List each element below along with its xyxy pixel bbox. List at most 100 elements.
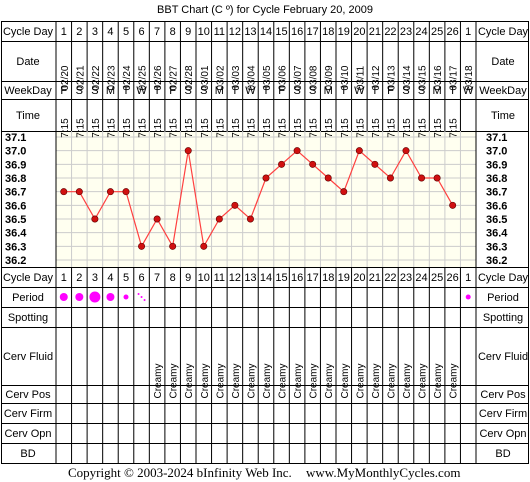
- time-cell: 7:15: [184, 118, 195, 138]
- cycle-day-cell: 13: [244, 26, 256, 38]
- y-tick-label-right: 37.0: [486, 146, 507, 158]
- date-cell: 02/24: [122, 65, 133, 90]
- cycle-day-cell: 1: [61, 272, 67, 284]
- y-tick-label-right: 36.6: [486, 200, 507, 212]
- date-cell: 03/13: [386, 65, 397, 90]
- weekday-cell: M: [433, 85, 442, 97]
- y-tick-label: 36.5: [5, 214, 26, 226]
- cycle-day-cell: 15: [275, 272, 287, 284]
- cycle-day-cell: 19: [338, 272, 350, 284]
- date-cell: 03/01: [200, 65, 211, 90]
- weekday-cell: T: [232, 85, 239, 97]
- y-tick-label-right: 36.8: [486, 173, 507, 185]
- temperature-point: [153, 215, 161, 223]
- weekday-cell: S: [76, 85, 83, 97]
- period-marker: [123, 294, 129, 300]
- cerv-fluid-cell: Creamy: [293, 363, 304, 398]
- cycle-day-cell: 14: [260, 26, 272, 38]
- cycle-day-cell: 24: [415, 26, 427, 38]
- time-cell: 7:15: [418, 118, 429, 138]
- y-tick-label: 36.2: [5, 255, 26, 267]
- cycle-day-cell: 21: [369, 26, 381, 38]
- footer-site-link[interactable]: www.MyMonthlyCycles.com: [306, 465, 460, 480]
- temperature-point: [246, 215, 254, 223]
- cycle-day-cell: 23: [400, 26, 412, 38]
- y-tick-label-right: 37.1: [486, 132, 507, 144]
- weekday-cell: T: [263, 85, 270, 97]
- row-label-period: Period: [12, 292, 44, 304]
- footer-copyright: Copyright © 2003-2024 bInfinity Web Inc.: [68, 465, 292, 480]
- temperature-point: [340, 188, 348, 196]
- time-cell: 7:15: [106, 118, 117, 138]
- date-cell: 03/14: [402, 65, 413, 90]
- row-cells: 1122334455667788991010111112121313141415…: [59, 26, 475, 399]
- period-marker: [465, 294, 471, 300]
- row-label-cerv-firm: Cerv Firm: [4, 408, 52, 420]
- cycle-day-cell: 2: [76, 272, 82, 284]
- period-marker: [75, 293, 84, 301]
- cycle-day-cell: 2: [76, 26, 82, 38]
- row-labels: Cycle Day Cycle Day Date Date WeekDay WeekDay…: [3, 26, 529, 460]
- temperature-point: [402, 147, 410, 155]
- temperature-point: [278, 160, 286, 168]
- time-cell: 7:15: [324, 118, 335, 138]
- row-label-right-weekday: WeekDay: [479, 85, 527, 97]
- weekday-cell: T: [123, 85, 130, 97]
- row-label-right-time: Time: [491, 110, 515, 122]
- date-cell: 02/28: [184, 65, 195, 90]
- cycle-day-cell: 10: [198, 272, 210, 284]
- cerv-fluid-cell: Creamy: [169, 363, 180, 398]
- temperature-point: [433, 174, 441, 182]
- time-cell: 7:15: [200, 118, 211, 138]
- time-cell: 7:15: [246, 118, 257, 138]
- weekday-cell: F: [278, 85, 285, 97]
- cerv-fluid-cell: Creamy: [200, 363, 211, 398]
- time-cell: 7:15: [386, 118, 397, 138]
- weekday-cell: S: [91, 85, 98, 97]
- row-label-right-cerv-fluid: Cerv Fluid: [478, 351, 528, 363]
- y-tick-label: 36.7: [5, 187, 26, 199]
- cerv-fluid-cell: Creamy: [153, 363, 164, 398]
- cycle-day-cell: 4: [107, 26, 113, 38]
- cycle-day-cell: 12: [229, 26, 241, 38]
- weekday-cell: F: [387, 85, 394, 97]
- date-cell: 03/10: [340, 65, 351, 90]
- cycle-day-cell: 6: [138, 272, 144, 284]
- row-label-right-cerv-opn: Cerv Opn: [479, 428, 526, 440]
- time-cell: 7:15: [433, 118, 444, 138]
- time-cell: 7:15: [449, 118, 460, 138]
- cycle-day-cell: 20: [353, 272, 365, 284]
- temperature-point: [169, 242, 177, 250]
- cerv-fluid-cell: Creamy: [418, 363, 429, 398]
- cycle-day-cell: 18: [322, 26, 334, 38]
- cycle-day-cell: 3: [92, 272, 98, 284]
- row-label-right-cycle-day: Cycle Day: [478, 272, 529, 284]
- temperature-point: [386, 174, 394, 182]
- cycle-day-cell: 26: [447, 26, 459, 38]
- cycle-day-cell: 10: [198, 26, 210, 38]
- weekday-cell: T: [372, 85, 379, 97]
- y-tick-label: 37.1: [5, 132, 26, 144]
- date-cell: 02/21: [75, 65, 86, 90]
- cycle-day-cell: 23: [400, 272, 412, 284]
- y-tick-label: 36.3: [5, 241, 26, 253]
- time-cell: 7:15: [402, 118, 413, 138]
- date-cell: 02/23: [106, 65, 117, 90]
- time-cell: 7:15: [91, 118, 102, 138]
- temperature-point: [60, 188, 68, 196]
- date-cell: 02/25: [138, 65, 149, 90]
- temperature-point: [91, 215, 99, 223]
- y-tick-label-right: 36.7: [486, 187, 507, 199]
- date-cell: 02/27: [169, 65, 180, 90]
- date-cell: 03/15: [418, 65, 429, 90]
- date-cell: 03/11: [355, 65, 366, 90]
- cycle-day-cell: 13: [244, 272, 256, 284]
- time-cell: 7:15: [371, 118, 382, 138]
- time-cell: 7:15: [355, 118, 366, 138]
- cycle-day-cell: 12: [229, 272, 241, 284]
- weekday-cell: S: [293, 85, 300, 97]
- date-cell: 03/12: [371, 65, 382, 90]
- row-label-right-cerv-pos: Cerv Pos: [480, 389, 526, 401]
- time-cell: 7:15: [153, 118, 164, 138]
- cycle-day-cell: 17: [307, 272, 319, 284]
